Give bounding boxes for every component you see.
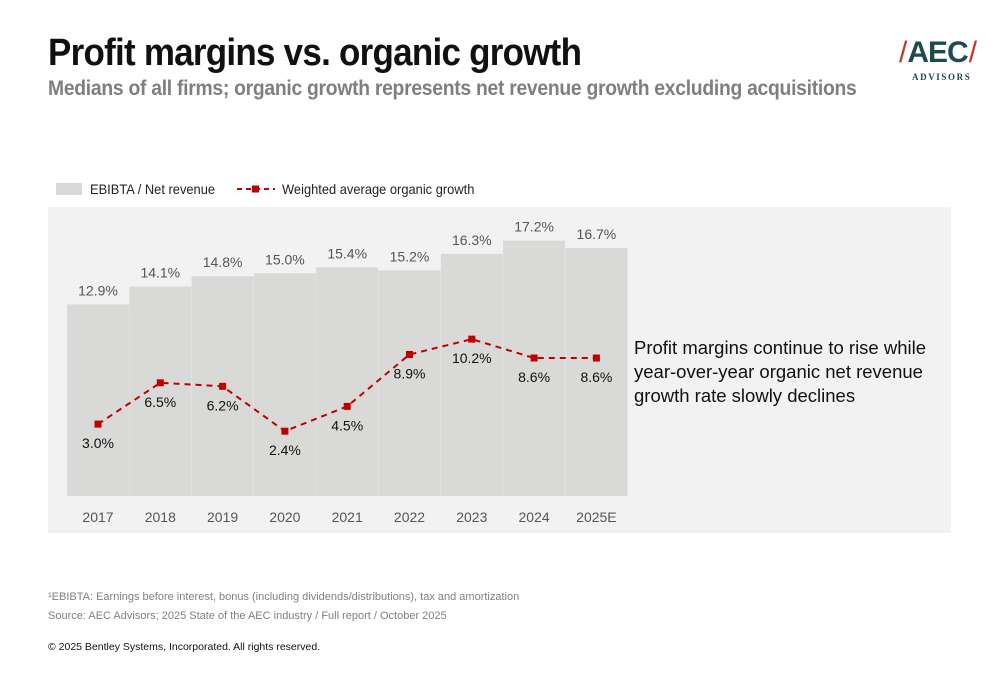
logo-slash-left-icon: / xyxy=(899,36,907,69)
logo-subtext: ADVISORS xyxy=(912,72,972,82)
combo-chart: 12.9% 2017 14.1% 2018 14.8% 2019 15.0% 2020 15.4… xyxy=(67,219,628,525)
bar-label-2022: 15.2% xyxy=(390,248,430,264)
bar-label-2017: 12.9% xyxy=(78,282,118,298)
page-subtitle: Medians of all firms; organic growth rep… xyxy=(48,77,857,100)
growth-marker-2020 xyxy=(281,427,289,435)
bar-2023 xyxy=(440,253,503,496)
x-tick-label-2017: 2017 xyxy=(82,509,113,525)
bar-label-2020: 15.0% xyxy=(265,251,305,267)
growth-label-2019: 6.2% xyxy=(207,397,239,413)
x-tick-label-2024: 2024 xyxy=(519,509,550,525)
page-title: Profit margins vs. organic growth xyxy=(48,32,582,74)
growth-marker-2024 xyxy=(530,354,538,362)
bar-2021 xyxy=(316,267,379,496)
logo-mark: / AEC / xyxy=(898,36,977,69)
growth-marker-2021 xyxy=(343,402,351,410)
growth-label-2025E: 8.6% xyxy=(580,369,612,385)
bar-label-2023: 16.3% xyxy=(452,232,492,248)
bar-label-2025E: 16.7% xyxy=(577,226,617,242)
growth-label-2022: 8.9% xyxy=(394,365,426,381)
x-tick-label-2018: 2018 xyxy=(145,509,176,525)
growth-marker-2025E xyxy=(592,354,600,362)
bar-2018 xyxy=(129,286,192,496)
growth-label-2021: 4.5% xyxy=(331,417,363,433)
bar-label-2019: 14.8% xyxy=(203,254,243,270)
legend-line-marker-icon xyxy=(236,185,275,193)
logo-mark-text: AEC xyxy=(907,36,968,69)
growth-label-2023: 10.2% xyxy=(452,350,492,366)
x-tick-label-2023: 2023 xyxy=(456,509,487,525)
bar-label-2021: 15.4% xyxy=(327,245,367,261)
x-tick-label-2025E: 2025E xyxy=(576,509,616,525)
logo-slash-right-icon: / xyxy=(968,36,977,69)
growth-label-2017: 3.0% xyxy=(82,435,114,451)
growth-marker-2023 xyxy=(468,335,476,343)
growth-label-2020: 2.4% xyxy=(269,442,301,458)
x-tick-label-2020: 2020 xyxy=(269,509,300,525)
legend-label-line: Weighted average organic growth xyxy=(281,181,475,197)
footnote-source: Source: AEC Advisors; 2025 State of the … xyxy=(48,610,447,622)
bar-2022 xyxy=(378,270,441,496)
x-tick-label-2022: 2022 xyxy=(394,509,425,525)
footnote-definition: ¹EBIBTA: Earnings before interest, bonus… xyxy=(48,591,520,603)
growth-label-2018: 6.5% xyxy=(144,394,176,410)
bar-2024 xyxy=(503,240,566,496)
growth-marker-2018 xyxy=(156,379,164,387)
legend-label-bars: EBIBTA / Net revenue xyxy=(90,181,216,197)
growth-marker-2022 xyxy=(406,350,413,358)
bar-label-2024: 17.2% xyxy=(514,219,554,235)
chart-panel: 12.9% 2017 14.1% 2018 14.8% 2019 15.0% 2020 15.4… xyxy=(48,207,951,533)
growth-label-2024: 8.6% xyxy=(518,369,550,385)
x-tick-label-2019: 2019 xyxy=(207,509,238,525)
growth-marker-2019 xyxy=(219,382,227,390)
bar-2025E xyxy=(565,248,628,496)
x-tick-label-2021: 2021 xyxy=(332,509,363,525)
bar-label-2018: 14.1% xyxy=(140,265,180,281)
bar-2020 xyxy=(253,273,316,496)
chart-legend: EBIBTA / Net revenue Weighted average or… xyxy=(56,181,491,197)
chart-callout: Profit margins continue to rise while ye… xyxy=(634,337,927,406)
bar-2017 xyxy=(67,304,129,496)
legend-bar-swatch-icon xyxy=(56,183,82,195)
growth-marker-2017 xyxy=(94,420,102,428)
copyright: © 2025 Bentley Systems, Incorporated. Al… xyxy=(48,641,321,653)
aec-advisors-logo: / AEC / ADVISORS xyxy=(898,36,977,88)
